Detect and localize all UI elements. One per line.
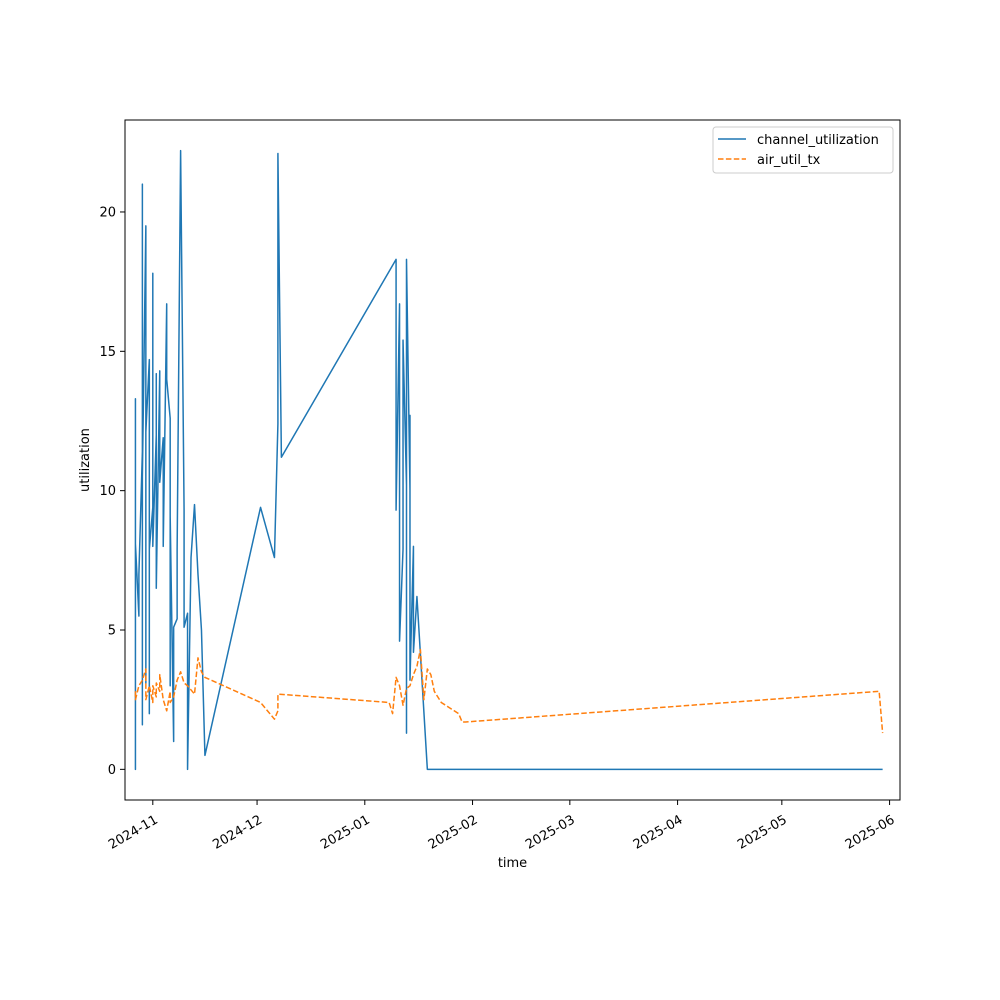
y-tick-label: 5 xyxy=(108,624,116,639)
y-axis-label: utilization xyxy=(78,428,93,492)
y-tick-label: 15 xyxy=(99,345,116,360)
plot-frame xyxy=(124,119,901,801)
legend: channel_utilization air_util_tx xyxy=(712,126,894,174)
legend-box xyxy=(712,126,894,174)
series-layer xyxy=(134,149,884,771)
y-tick-label: 10 xyxy=(99,484,116,499)
y-axis-ticks: 0 5 10 15 20 xyxy=(99,205,125,778)
x-axis-label: time xyxy=(498,856,527,871)
y-tick-label: 20 xyxy=(99,205,116,220)
y-tick-label: 0 xyxy=(108,763,116,778)
legend-label-channel-utilization: channel_utilization xyxy=(757,133,879,148)
legend-label-air-util-tx: air_util_tx xyxy=(757,153,821,168)
series-line-channel-utilization xyxy=(134,149,883,771)
series-line-air-util-tx xyxy=(134,648,884,734)
